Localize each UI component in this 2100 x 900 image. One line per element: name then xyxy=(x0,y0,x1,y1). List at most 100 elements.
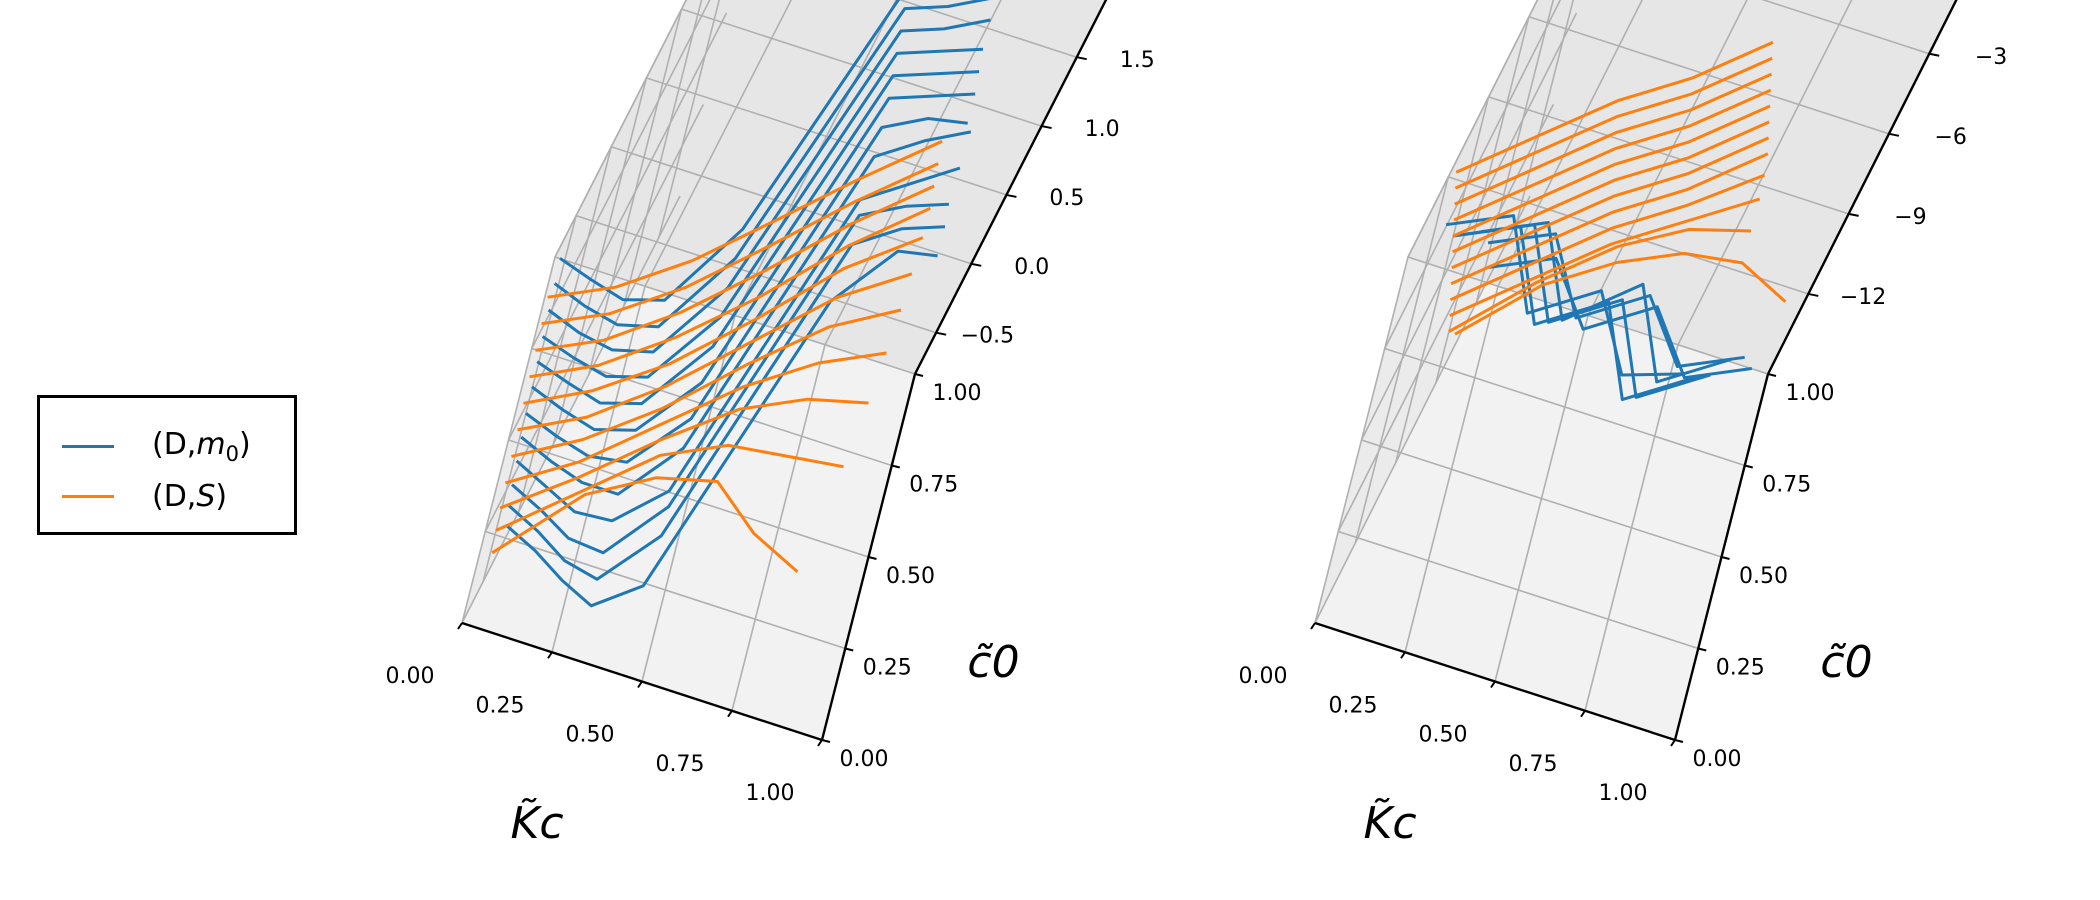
plot2-series-ds-curve xyxy=(1451,136,1770,270)
plot2-x-tick-label: 0.75 xyxy=(1509,752,1558,777)
plot1-series-ds-curve xyxy=(491,476,799,573)
plot2-back-pane xyxy=(1408,0,1957,374)
plot2-y-tick-label: 0.00 xyxy=(1693,747,1742,772)
plot2-x-tick-label: 0.50 xyxy=(1419,723,1468,748)
plot1-x-tick-label: 1.00 xyxy=(746,781,795,806)
plot2-z-tick xyxy=(1808,292,1819,297)
plot1-x-tick xyxy=(637,680,643,689)
plot1-z-tick xyxy=(1006,193,1017,198)
plot1-grid-z xyxy=(552,76,1007,445)
plot2-z-axis-line xyxy=(1766,0,1958,375)
plot1-series-ds-curve xyxy=(523,236,924,405)
plot2-grid-y xyxy=(1406,0,1769,375)
plot1-grid-y xyxy=(484,104,846,650)
plot2-x-tick xyxy=(1490,680,1496,689)
plot1-x-tick xyxy=(727,710,733,718)
legend-label-ds: (D,S) xyxy=(152,479,227,514)
plot1-series-ds-curve xyxy=(504,351,887,485)
plot2-x-tick xyxy=(1400,651,1406,659)
plot1-z-tick-label: −0.5 xyxy=(961,324,1014,349)
plot2-y-tick xyxy=(1744,464,1753,469)
plot1-grid-z xyxy=(587,8,1042,376)
plot2-series-ds-curve xyxy=(1451,120,1770,254)
plot2-series-dm0-curve xyxy=(1466,223,1711,399)
plot2-y-tick-label: 0.75 xyxy=(1762,473,1811,498)
plot2-z-tick-label: −12 xyxy=(1840,285,1886,310)
plot2-y-tick xyxy=(1674,739,1684,743)
plot1-grid-z xyxy=(658,0,721,238)
plot1-series-ds-curve xyxy=(541,162,939,326)
plot1-y-tick-label: 0.50 xyxy=(886,564,935,589)
plot2-y-tick xyxy=(1767,373,1777,377)
plot1-series-dm0-curve xyxy=(507,225,946,581)
plot2-z-tick-label: −6 xyxy=(1935,125,1967,150)
plot1-grid-y xyxy=(507,12,869,558)
plot2-y-tick-label: 1.00 xyxy=(1786,381,1835,406)
plot1-y-tick-label: 0.75 xyxy=(909,473,958,498)
plot1-z-axis-line xyxy=(913,0,1108,375)
plot2-series-ds-curve xyxy=(1454,251,1787,336)
plot1-series-ds-curve xyxy=(495,443,844,532)
plot1-z-tick xyxy=(1076,56,1087,61)
plot1-series-ds-curve xyxy=(517,272,913,432)
plot2-series-dm0-curve xyxy=(1487,232,1745,368)
plot2-y-tick-label: 0.25 xyxy=(1716,656,1765,681)
plot2-series-ds-curve xyxy=(1450,152,1769,286)
plot2-y-tick-label: 0.50 xyxy=(1739,564,1788,589)
legend-swatch-ds xyxy=(62,494,114,498)
plot2-series-ds-curve xyxy=(1455,40,1774,174)
plot1-y-label: c̃0 xyxy=(967,637,1019,688)
plot2-x-tick-label: 0.25 xyxy=(1329,693,1378,718)
plot2-x-label: K̃c xyxy=(1363,796,1416,849)
plot2-grid-z xyxy=(1515,0,1575,223)
plot2-series-ds-curve xyxy=(1448,227,1752,333)
plot1-series-ds-curve xyxy=(511,308,902,458)
plot1-z-tick-label: 0.5 xyxy=(1049,186,1084,211)
plot2-x-tick-label: 1.00 xyxy=(1599,781,1648,806)
plot1-series-ds-curve xyxy=(499,397,869,510)
plot2-x-tick-label: 0.00 xyxy=(1239,664,1288,689)
plot2-series-ds-curve xyxy=(1454,72,1773,206)
legend-label-ds-sym: S xyxy=(196,478,216,514)
plot1-grid-z xyxy=(622,0,1077,307)
plot1-z-tick xyxy=(971,262,982,267)
plot2-z-tick xyxy=(1929,52,1940,57)
plot1-y-tick xyxy=(845,647,854,652)
plot2-series-ds-curve xyxy=(1452,104,1771,238)
plot2-axes: 0.00 0.25 0.50 0.75 1.00 0.00 0.25 0.50 0.75 1.00… xyxy=(1239,0,2007,849)
plot1-axes: 0.000.250.500.751.000.000.250.500.751.00… xyxy=(386,0,1190,849)
plot2-z-tick xyxy=(1848,212,1859,217)
legend-label-dm0-post: ) xyxy=(238,426,251,462)
plot1-series-dm0-curve xyxy=(536,70,980,406)
plot1-series-dm0-curve xyxy=(559,0,901,302)
plot1-x-tick-label: 0.25 xyxy=(476,693,525,718)
plot1-x-tick xyxy=(817,739,823,747)
plot1-series-ds-curve xyxy=(535,184,935,352)
plot1-z-tick-label: 1.5 xyxy=(1120,48,1155,73)
plot1-y-tick-label: 1.00 xyxy=(933,381,982,406)
plot1-y-tick xyxy=(868,556,877,560)
plot1-z-tick xyxy=(1041,125,1052,130)
legend-item-ds: (D,S) xyxy=(62,476,227,516)
plot1-y-tick xyxy=(821,739,831,743)
plot2-series-dm0-curve xyxy=(1445,214,1686,377)
plot1-y-tick xyxy=(891,464,900,469)
plot1-series-dm0-curve xyxy=(505,249,938,608)
legend-label-dm0-sub: 0 xyxy=(225,441,239,466)
plot1-grid-z xyxy=(482,214,937,582)
plot1-y-tick-label: 0.00 xyxy=(840,747,889,772)
plot2-z-tick-label: −9 xyxy=(1894,205,1926,230)
plot1-series-ds-curve xyxy=(547,139,943,299)
plot1-x-tick xyxy=(457,622,463,630)
plot2-grid-y xyxy=(1360,12,1722,558)
plot2-grid-y xyxy=(1383,0,1746,467)
plot1-x-tick-label: 0.00 xyxy=(386,664,435,689)
plot1-series-dm0-curve xyxy=(511,202,949,555)
plot1-series-dm0-curve xyxy=(553,0,990,329)
plot2-x-tick xyxy=(1580,710,1586,718)
plot1-x-tick-label: 0.50 xyxy=(566,723,615,748)
plot1-z-tick-label: 2.0 xyxy=(1155,0,1190,4)
plot1-grid-y xyxy=(530,0,893,467)
plot1-x-label: K̃c xyxy=(510,796,563,849)
